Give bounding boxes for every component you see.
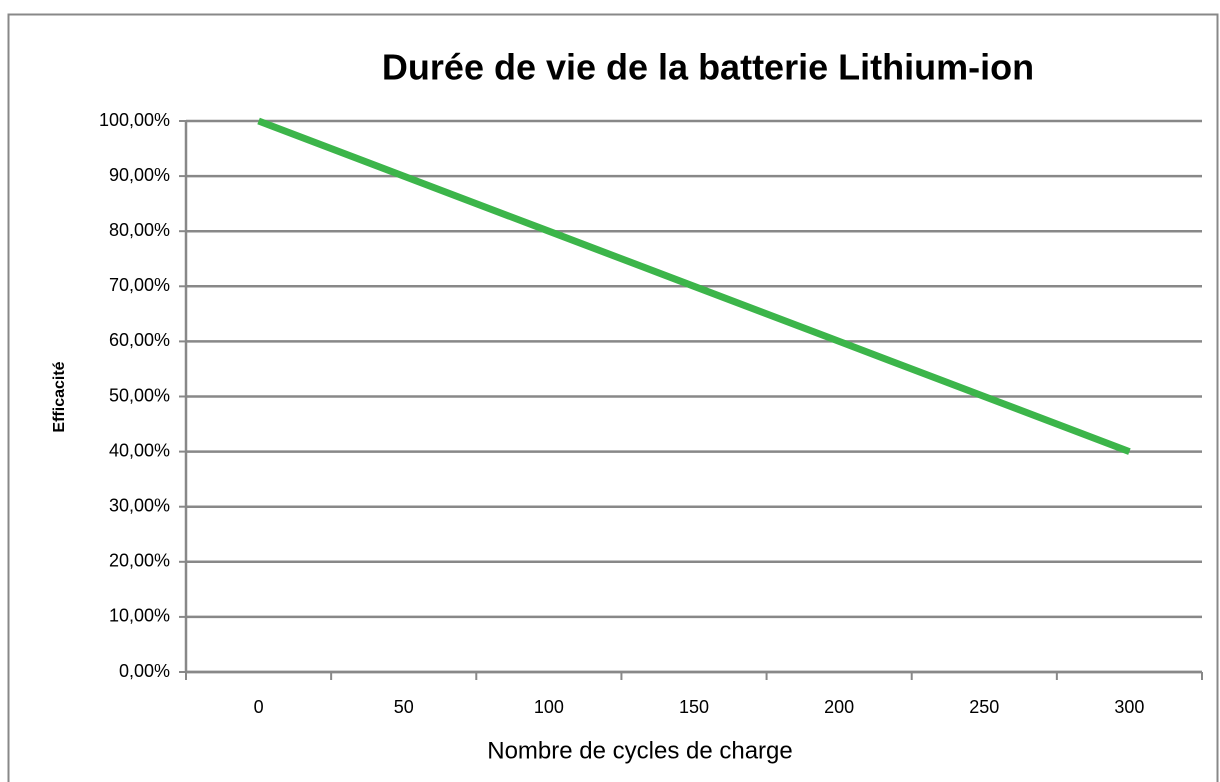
data-line [257,117,1131,455]
chart-frame [7,13,1219,782]
x-tick-label: 200 [824,697,854,717]
x-axis-label: Nombre de cycles de charge [487,737,792,764]
y-tick-label: 70,00% [109,275,170,295]
y-tick-label: 90,00% [109,165,170,185]
x-tick-label: 100 [534,697,564,717]
x-tick-label: 0 [254,697,264,717]
x-tick-label: 150 [679,697,709,717]
y-tick-label: 60,00% [109,330,170,350]
y-tick-label: 10,00% [109,606,170,626]
y-tick-label: 50,00% [109,385,170,405]
x-tick-label: 50 [394,697,414,717]
y-tick-label: 30,00% [109,495,170,515]
y-tick-label: 40,00% [109,440,170,460]
y-tick-label: 0,00% [119,661,170,681]
y-axis-label: Efficacité [51,361,68,432]
chart-title: Durée de vie de la batterie Lithium-ion [382,47,1034,88]
y-tick-label: 100,00% [99,110,170,130]
y-tick-label: 80,00% [109,220,170,240]
y-tick-label: 20,00% [109,551,170,571]
x-tick-label: 250 [969,697,999,717]
x-tick-label: 300 [1114,697,1144,717]
